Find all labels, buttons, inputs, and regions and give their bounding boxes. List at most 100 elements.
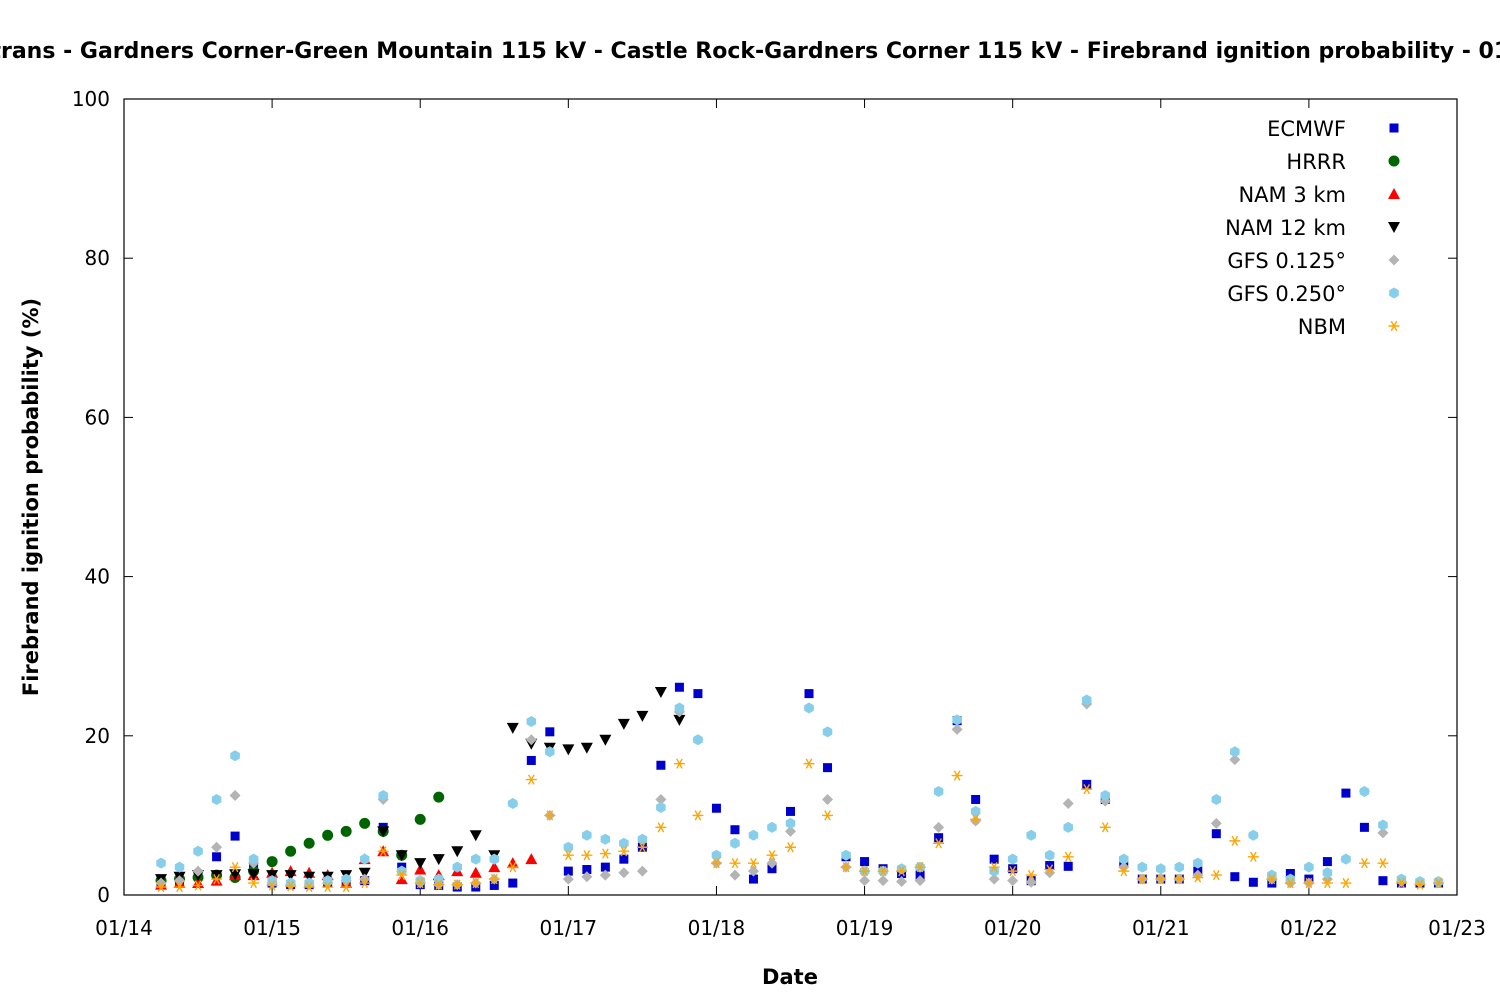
data-point: [673, 758, 685, 769]
data-point: [451, 846, 464, 858]
data-point: [656, 760, 666, 770]
data-point: [1248, 877, 1258, 887]
data-point: [304, 877, 314, 889]
y-tick-label: 80: [85, 246, 110, 270]
data-point: [229, 790, 241, 801]
data-point: [525, 774, 537, 785]
chart-title: 23 trans - Gardners Corner-Green Mountai…: [0, 39, 1500, 64]
data-point: [730, 837, 740, 849]
data-point: [1230, 746, 1240, 758]
data-point: [581, 850, 593, 861]
data-point: [804, 689, 814, 699]
data-point: [1137, 861, 1148, 873]
data-point: [1248, 829, 1259, 841]
data-point: [933, 821, 945, 833]
data-point: [285, 881, 297, 892]
data-point: [1193, 857, 1203, 869]
data-point: [1378, 819, 1388, 831]
data-point: [303, 871, 316, 883]
data-point: [767, 864, 777, 874]
data-point: [1396, 873, 1407, 885]
data-point: [1230, 872, 1240, 882]
data-point: [452, 861, 463, 873]
data-point: [582, 829, 592, 841]
data-point: [599, 734, 612, 746]
data-point: [766, 850, 778, 861]
data-point: [600, 862, 610, 872]
data-point: [860, 857, 870, 867]
legend-marker: [1388, 320, 1400, 332]
data-point: [1063, 821, 1073, 833]
data-point: [414, 813, 426, 825]
data-point: [358, 867, 371, 879]
x-tick-label: 01/19: [836, 916, 894, 940]
data-point: [156, 857, 166, 869]
y-tick-label: 60: [85, 405, 110, 429]
data-point: [266, 856, 278, 868]
data-point: [1322, 867, 1333, 879]
data-point: [1322, 857, 1332, 867]
data-point: [544, 810, 556, 821]
data-point: [414, 877, 426, 889]
data-point: [617, 718, 630, 730]
legend-label: NBM: [1298, 315, 1346, 339]
data-point: [1414, 879, 1426, 890]
data-point: [470, 877, 482, 889]
data-point: [933, 838, 945, 849]
y-tick-label: 100: [72, 87, 110, 111]
data-point: [489, 880, 499, 890]
data-point: [211, 793, 222, 805]
legend-label: GFS 0.250°: [1227, 282, 1346, 306]
data-point: [693, 689, 703, 699]
data-point: [155, 877, 167, 889]
x-tick-label: 01/21: [1132, 916, 1190, 940]
data-point: [841, 849, 851, 861]
data-point: [1155, 873, 1167, 885]
data-point: [580, 742, 593, 754]
data-point: [655, 793, 667, 805]
data-point: [600, 833, 611, 845]
data-point: [971, 794, 981, 804]
data-point: [711, 803, 721, 813]
data-point: [729, 858, 741, 869]
data-point: [1359, 822, 1369, 832]
data-point: [636, 865, 648, 877]
data-point: [693, 734, 703, 746]
data-point: [229, 862, 241, 873]
data-point: [915, 870, 925, 880]
legend-label: NAM 3 km: [1238, 183, 1346, 207]
data-point: [432, 854, 445, 866]
data-point: [229, 869, 242, 881]
data-point: [340, 881, 352, 893]
data-point: [506, 722, 519, 734]
data-point: [970, 814, 982, 825]
data-point: [710, 858, 722, 869]
legend-label: ECMWF: [1267, 117, 1346, 141]
data-point: [674, 702, 685, 714]
data-point: [545, 746, 555, 758]
data-point: [1118, 865, 1130, 877]
data-point: [618, 867, 630, 879]
data-point: [488, 861, 501, 873]
data-point: [933, 786, 944, 798]
data-point: [212, 852, 222, 862]
data-point: [1210, 869, 1222, 881]
data-point: [340, 825, 352, 837]
data-point: [785, 825, 796, 837]
data-point: [914, 875, 926, 887]
data-point: [545, 727, 555, 737]
data-point: [654, 687, 667, 699]
data-point: [599, 848, 611, 859]
data-point: [377, 846, 389, 857]
data-point: [785, 842, 796, 853]
data-point: [599, 869, 611, 881]
data-point: [1044, 849, 1055, 861]
legend-marker: [1388, 254, 1400, 266]
data-point: [823, 763, 833, 773]
data-point: [174, 861, 185, 873]
data-point: [1432, 877, 1444, 889]
data-point: [673, 714, 686, 726]
data-point: [303, 837, 315, 849]
data-point: [1007, 865, 1019, 877]
